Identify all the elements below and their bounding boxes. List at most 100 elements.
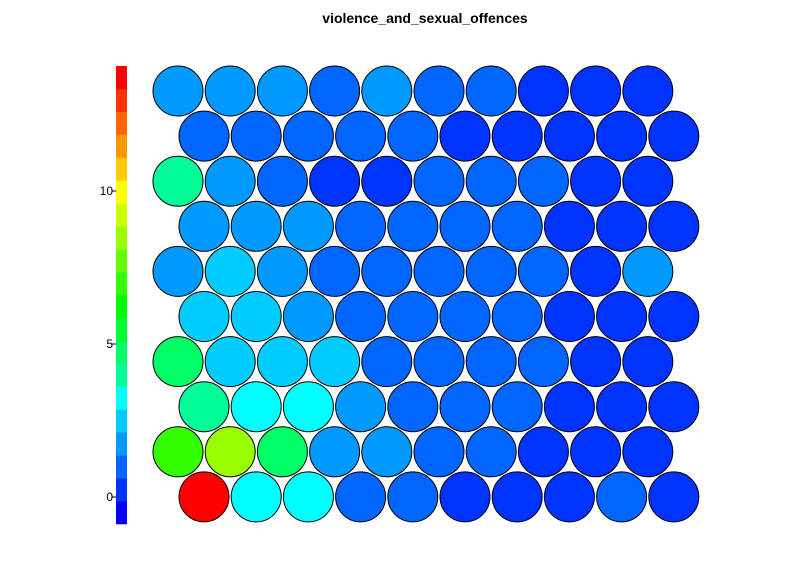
som-node [256, 155, 308, 207]
som-node [387, 110, 439, 162]
som-node [256, 65, 308, 117]
colorbar-segment [116, 157, 127, 181]
colorbar-segment [116, 180, 127, 204]
som-grid [152, 65, 700, 523]
som-node [204, 426, 256, 478]
colorbar-segment [116, 203, 127, 227]
colorbar-segment [116, 317, 127, 342]
som-node [204, 65, 256, 117]
som-node [465, 426, 517, 478]
colorbar-segment [116, 88, 127, 113]
som-node [309, 155, 361, 207]
som-node [335, 291, 387, 342]
som-node [596, 381, 648, 433]
som-node [465, 65, 517, 117]
som-node [413, 336, 465, 388]
som-node [622, 245, 674, 297]
som-node [256, 245, 308, 297]
som-node [152, 155, 204, 207]
som-node [256, 426, 308, 478]
colorbar-segment [116, 386, 127, 410]
som-node [622, 155, 674, 207]
colorbar-segment [116, 340, 127, 364]
som-node [543, 381, 595, 433]
som-node [648, 291, 700, 342]
som-node [570, 155, 622, 207]
colorbar-segment [116, 249, 127, 273]
som-node [282, 381, 334, 433]
colorbar-segment [116, 134, 127, 158]
som-node [309, 336, 361, 388]
som-node [152, 336, 204, 388]
som-node [230, 200, 282, 252]
som-node [596, 291, 648, 342]
som-node [413, 245, 465, 297]
som-node [204, 155, 256, 207]
som-node [204, 245, 256, 297]
som-node [570, 426, 622, 478]
som-node [309, 65, 361, 117]
som-node [361, 426, 413, 478]
som-node [413, 155, 465, 207]
som-node [543, 110, 595, 162]
som-node [309, 426, 361, 478]
colorbar-ticks: 0 5 10 [100, 184, 116, 504]
som-node [491, 381, 543, 433]
som-node [439, 110, 491, 162]
colorbar-segment [116, 363, 127, 387]
som-node [648, 200, 700, 252]
som-node [335, 381, 387, 433]
som-node [596, 110, 648, 162]
som-node [230, 291, 282, 342]
som-node [543, 471, 595, 523]
colorbar-tick-label: 0 [106, 490, 113, 504]
som-node [570, 245, 622, 297]
som-node [335, 110, 387, 162]
colorbar-segment [116, 295, 127, 319]
som-node [309, 245, 361, 297]
som-node [465, 155, 517, 207]
som-node [387, 200, 439, 252]
som-node [648, 471, 700, 523]
som-node [387, 381, 439, 433]
som-node [491, 291, 543, 342]
colorbar [116, 66, 127, 525]
som-node [439, 200, 491, 252]
som-node [230, 471, 282, 523]
som-node [622, 65, 674, 117]
colorbar-segment [116, 501, 127, 525]
som-node [596, 200, 648, 252]
som-node [491, 471, 543, 523]
som-node [256, 336, 308, 388]
som-node [648, 110, 700, 162]
colorbar-segment [116, 226, 127, 250]
som-node [491, 110, 543, 162]
colorbar-tick-label: 5 [106, 337, 113, 351]
som-node [543, 291, 595, 342]
som-node [465, 245, 517, 297]
som-node [361, 65, 413, 117]
colorbar-segment [116, 478, 127, 502]
som-node [439, 381, 491, 433]
som-node [178, 110, 230, 162]
som-node [361, 245, 413, 297]
som-node [152, 65, 204, 117]
som-node [387, 291, 439, 342]
som-node [570, 65, 622, 117]
som-node [178, 200, 230, 252]
som-node [178, 381, 230, 433]
som-node [230, 110, 282, 162]
som-node [335, 200, 387, 252]
som-node [517, 426, 569, 478]
colorbar-segment [116, 66, 127, 90]
som-node [648, 381, 700, 433]
som-node [517, 65, 569, 117]
som-node [413, 426, 465, 478]
som-node [204, 336, 256, 388]
som-node [622, 336, 674, 388]
chart-title: violence_and_sexual_offences [322, 10, 528, 26]
colorbar-tick-label: 10 [100, 184, 114, 198]
colorbar-segment [116, 455, 127, 479]
som-node [282, 110, 334, 162]
som-node [413, 65, 465, 117]
